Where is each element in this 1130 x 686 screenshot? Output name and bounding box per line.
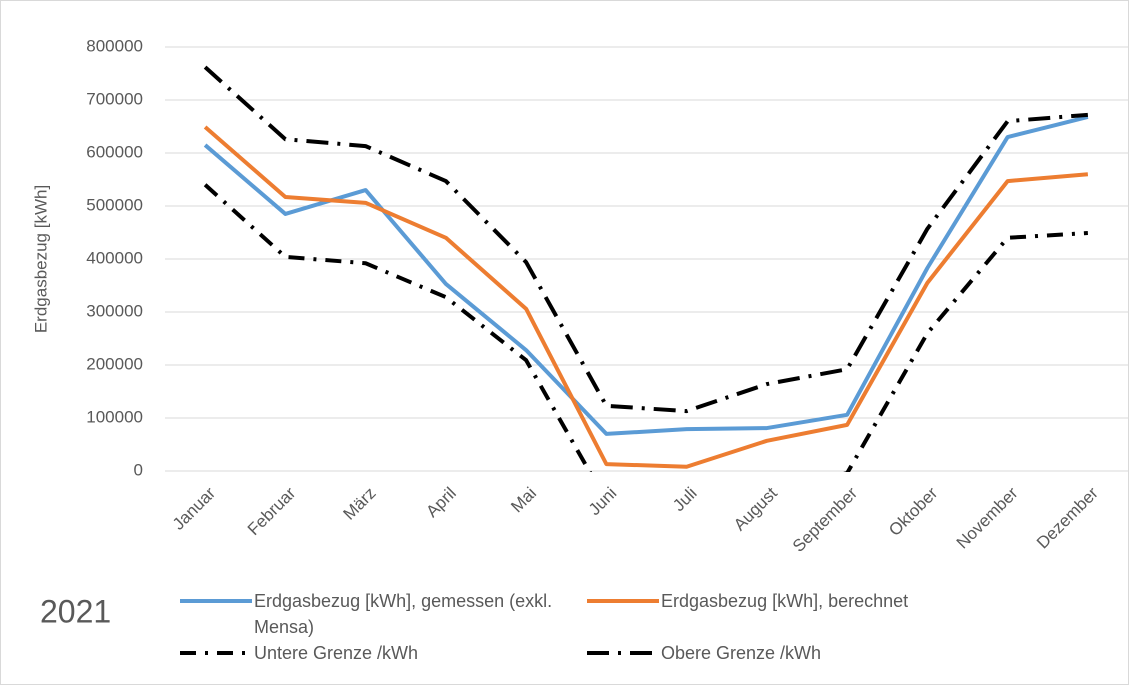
series-line: [203, 183, 1088, 472]
x-tick-label: Mai: [507, 484, 540, 517]
legend-label: Erdgasbezug [kWh], gemessen (exkl. Mensa…: [254, 591, 553, 637]
y-axis-label: Erdgasbezug [kWh]: [31, 185, 50, 333]
series-line: [203, 65, 1089, 414]
y-tick-label: 200000: [86, 354, 143, 373]
legend-swatch: [180, 651, 252, 655]
x-tick-label: Januar: [169, 483, 219, 533]
legend-item: Erdgasbezug [kWh], berechnet: [585, 588, 981, 614]
plot-lines: [203, 65, 1089, 472]
x-tick-label: März: [339, 484, 379, 524]
y-tick-label: 400000: [86, 248, 143, 267]
legend-label: Obere Grenze /kWh: [661, 643, 822, 663]
x-tick-label: Juli: [669, 484, 700, 515]
x-tick-label: Juni: [585, 484, 620, 519]
legend-swatch: [587, 599, 659, 603]
legend-item: Obere Grenze /kWh: [585, 640, 981, 666]
y-tick-label: 800000: [86, 36, 143, 55]
legend-label: Erdgasbezug [kWh], berechnet: [661, 591, 909, 611]
y-tick-label: 100000: [86, 407, 143, 426]
y-tick-label: 700000: [86, 89, 143, 108]
series-line: [203, 115, 1089, 436]
x-tick-label: Oktober: [885, 483, 941, 539]
y-tick-label: 0: [134, 460, 143, 479]
x-tick-label: September: [789, 483, 861, 555]
legend-item: Untere Grenze /kWh: [178, 640, 574, 666]
legend-item: Erdgasbezug [kWh], gemessen (exkl. Mensa…: [178, 588, 574, 640]
annotation: 2021: [40, 593, 111, 629]
legend-swatch: [180, 599, 252, 603]
x-tick-label: August: [730, 483, 781, 534]
legend-swatch: [587, 651, 659, 655]
x-tick-label: April: [422, 484, 459, 521]
y-tick-label: 300000: [86, 301, 143, 320]
y-tick-label: 600000: [86, 142, 143, 161]
x-tick-label: November: [953, 483, 1022, 552]
series-line: [203, 125, 1089, 469]
x-tick-label: Dezember: [1033, 483, 1102, 552]
x-tick-label: Februar: [244, 483, 300, 539]
legend-label: Untere Grenze /kWh: [254, 643, 419, 663]
y-tick-label: 500000: [86, 195, 143, 214]
